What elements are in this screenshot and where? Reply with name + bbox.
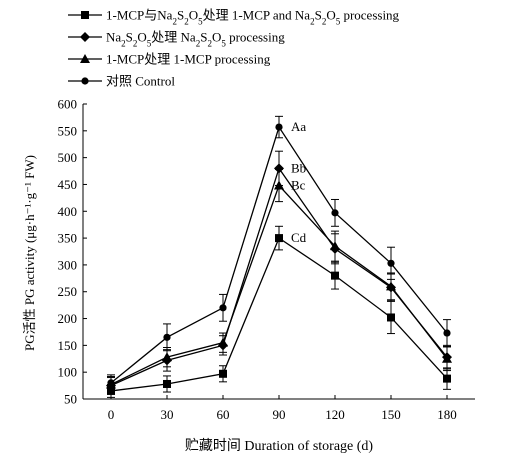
- x-tick-label: 180: [437, 407, 457, 422]
- y-tick-label: 500: [58, 150, 78, 165]
- x-tick-label: 90: [273, 407, 286, 422]
- data-point: [443, 374, 451, 383]
- y-tick-label: 400: [58, 204, 78, 219]
- data-point: [442, 353, 452, 363]
- y-tick-label: 550: [58, 123, 78, 138]
- annotation-label: Aa: [291, 119, 306, 134]
- data-point: [219, 304, 227, 312]
- legend-marker: [81, 77, 89, 85]
- legend-label: Na2S2O5处理 Na2S2O5 processing: [106, 30, 285, 49]
- data-point: [219, 369, 227, 378]
- data-point: [275, 234, 283, 243]
- annotations: Aa Bb Bc Cd: [291, 119, 307, 245]
- annotation-label: Bc: [291, 178, 306, 193]
- data-point: [386, 281, 396, 291]
- data-point: [162, 352, 172, 362]
- annotation-label: Bb: [291, 160, 306, 175]
- data-point: [274, 163, 284, 174]
- data-point: [107, 386, 115, 395]
- data-point: [163, 379, 171, 388]
- y-axis-label: PG活性 PG activity (μg·h⁻¹·g⁻¹ FW): [22, 155, 37, 351]
- data-point: [163, 333, 171, 341]
- x-tick-label: 120: [325, 407, 345, 422]
- y-tick-label: 600: [58, 97, 78, 112]
- data-point: [107, 379, 115, 387]
- annotation-label: Cd: [291, 230, 307, 245]
- y-tick-label: 450: [58, 177, 78, 192]
- y-tick-label: 300: [58, 257, 78, 272]
- y-tick-label: 250: [58, 284, 78, 299]
- data-point: [218, 337, 228, 347]
- x-tick-label: 0: [108, 407, 115, 422]
- y-tick-label: 200: [58, 311, 78, 326]
- data-point: [330, 241, 340, 251]
- x-tick-label: 60: [217, 407, 230, 422]
- data-point: [331, 209, 339, 217]
- axes: 50 100 150 200 250 300 350 400 450 500 550 600 0 30 60…: [58, 97, 475, 422]
- error-bars: [107, 115, 451, 398]
- legend-marker: [81, 11, 89, 19]
- legend-marker: [80, 32, 90, 42]
- series-line: [110, 184, 448, 386]
- x-axis-label: 贮藏时间 Duration of storage (d): [185, 438, 374, 454]
- data-point: [443, 329, 451, 337]
- data-point: [387, 259, 395, 267]
- y-tick-label: 350: [58, 231, 78, 246]
- x-tick-label: 150: [381, 407, 401, 422]
- legend-label: 对照 Control: [106, 74, 175, 89]
- legend-label: 1-MCP与Na2S2O5处理 1-MCP and Na2S2O5 proces…: [106, 8, 400, 27]
- data-point: [387, 313, 395, 322]
- legend-marker: [80, 54, 90, 63]
- legend: 1-MCP与Na2S2O5处理 1-MCP and Na2S2O5 proces…: [68, 8, 400, 89]
- legend-label: 1-MCP处理 1-MCP processing: [106, 52, 271, 67]
- data-point: [331, 271, 339, 280]
- data-point: [275, 123, 283, 131]
- data-point: [274, 180, 284, 190]
- x-tick-label: 30: [161, 407, 174, 422]
- y-tick-label: 100: [58, 365, 78, 380]
- series-line: [110, 237, 448, 392]
- series-markers: [106, 123, 452, 395]
- y-tick-label: 150: [58, 338, 78, 353]
- y-tick-label: 50: [64, 392, 77, 407]
